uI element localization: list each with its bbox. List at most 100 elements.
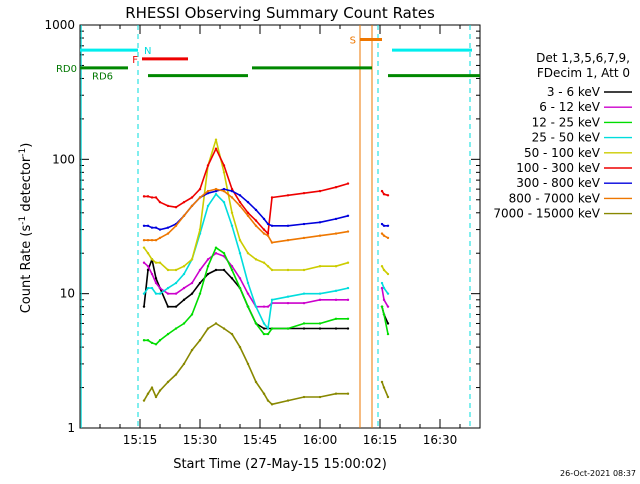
y-tick-label: 1	[67, 421, 75, 435]
series-line	[144, 188, 389, 244]
data-point	[380, 265, 384, 268]
legend-label: 25 - 50 keV	[532, 131, 601, 145]
data-point	[146, 239, 150, 242]
data-point	[238, 204, 242, 208]
data-point	[142, 292, 146, 295]
series-line	[143, 322, 389, 406]
data-point	[302, 322, 306, 325]
x-tick-label: 16:30	[423, 433, 458, 447]
data-point	[286, 399, 290, 402]
data-point	[214, 193, 218, 196]
data-point	[154, 226, 158, 229]
data-point	[158, 200, 162, 204]
data-point	[386, 395, 390, 399]
data-point	[146, 195, 150, 198]
data-point	[386, 305, 390, 308]
data-point	[286, 194, 290, 197]
data-point	[158, 292, 162, 295]
data-point	[222, 200, 226, 204]
chart-title: RHESSI Observing Summary Count Rates	[125, 4, 435, 22]
data-point	[382, 286, 386, 290]
data-point	[190, 313, 194, 316]
y-axis-label: Count Rate (s-1 detector-1)	[18, 143, 34, 314]
data-point	[334, 186, 338, 189]
data-point	[246, 362, 250, 366]
data-point	[142, 339, 146, 342]
data-point	[270, 403, 274, 406]
data-point	[238, 252, 242, 255]
data-point	[382, 268, 386, 272]
data-point	[146, 392, 150, 395]
data-point	[238, 194, 242, 197]
data-point	[198, 187, 202, 191]
data-point	[380, 286, 384, 290]
data-point	[154, 261, 158, 264]
data-point	[146, 252, 150, 255]
data-point	[146, 265, 150, 268]
data-point	[302, 301, 306, 305]
data-point	[230, 211, 234, 214]
data-point	[380, 222, 384, 226]
data-point	[214, 246, 218, 249]
data-point	[262, 228, 266, 231]
data-point	[142, 261, 146, 264]
data-point	[222, 164, 226, 167]
data-point	[266, 232, 270, 235]
legend-label: 6 - 12 keV	[539, 100, 601, 114]
data-point	[386, 194, 390, 197]
data-point	[302, 236, 306, 240]
data-point	[198, 339, 202, 342]
data-point	[286, 327, 290, 330]
series-line	[143, 193, 389, 330]
data-point	[190, 292, 194, 295]
data-point	[166, 292, 170, 295]
flag-label-rd0: RD0	[56, 64, 77, 75]
data-point	[174, 305, 178, 308]
data-point	[318, 298, 322, 302]
data-point	[246, 211, 250, 214]
data-point	[142, 305, 146, 308]
data-point	[198, 196, 202, 199]
data-point	[154, 343, 158, 346]
data-point	[198, 228, 202, 231]
data-point	[382, 234, 386, 237]
data-point	[222, 252, 226, 255]
data-point	[214, 268, 218, 272]
data-point	[346, 182, 350, 185]
legend-label: 800 - 7000 keV	[509, 191, 601, 205]
data-point	[334, 327, 338, 330]
data-point	[318, 322, 322, 325]
data-point	[174, 327, 178, 330]
data-point	[266, 222, 270, 226]
y-tick-label: 10	[60, 287, 75, 301]
data-point	[222, 171, 226, 174]
data-point	[262, 327, 266, 330]
data-point	[182, 298, 186, 302]
data-point	[142, 239, 146, 242]
data-point	[146, 224, 150, 228]
data-point	[382, 193, 386, 196]
data-point	[146, 339, 150, 342]
x-tick-label: 16:15	[363, 433, 398, 447]
data-point	[158, 236, 162, 240]
data-point	[150, 341, 154, 345]
data-point	[318, 395, 322, 399]
flag-label-n: N	[144, 46, 151, 57]
data-point	[166, 268, 170, 272]
data-point	[380, 380, 384, 384]
data-point	[254, 380, 258, 384]
data-point	[146, 286, 150, 290]
y-tick-label: 1000	[44, 18, 75, 32]
legend-header-line: Det 1,3,5,6,7,9,	[536, 51, 630, 65]
data-point	[154, 196, 158, 199]
data-point	[318, 189, 322, 193]
data-point	[166, 332, 170, 336]
data-point	[318, 327, 322, 330]
data-point	[270, 224, 274, 228]
data-point	[166, 226, 170, 229]
data-point	[266, 399, 270, 402]
data-point	[154, 292, 158, 295]
data-point	[238, 277, 242, 280]
data-point	[238, 345, 242, 349]
data-point	[382, 224, 386, 228]
